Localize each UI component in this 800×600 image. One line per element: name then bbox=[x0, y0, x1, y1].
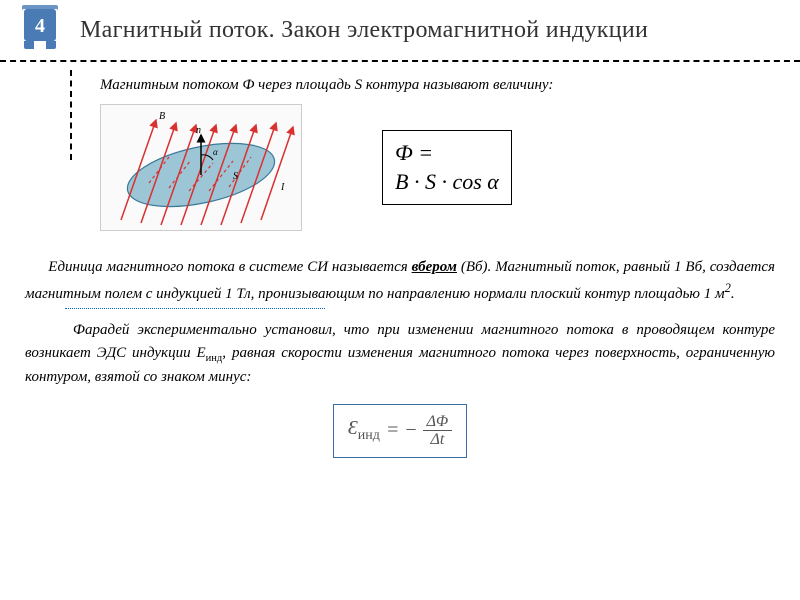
svg-text:S: S bbox=[233, 171, 238, 182]
left-dash-rule bbox=[70, 70, 72, 160]
faraday-paragraph: Фарадей экспериментально установил, что … bbox=[25, 319, 775, 389]
flux-diagram: B n α S I bbox=[100, 104, 302, 231]
svg-text:I: I bbox=[280, 182, 285, 193]
dotted-underline bbox=[65, 307, 325, 309]
svg-text:n: n bbox=[196, 125, 201, 136]
formula-line1: Ф = bbox=[395, 139, 499, 168]
svg-text:4: 4 bbox=[35, 15, 45, 37]
unit-paragraph: Единица магнитного потока в системе СИ н… bbox=[25, 256, 775, 309]
unit-name: вбером bbox=[412, 259, 457, 275]
formula-line2: B · S · cos α bbox=[395, 168, 499, 197]
page-title: Магнитный поток. Закон электромагнитной … bbox=[80, 17, 648, 44]
definition-intro: Магнитным потоком Ф через площадь S конт… bbox=[100, 77, 800, 94]
flux-formula: Ф = B · S · cos α bbox=[382, 130, 512, 205]
svg-text:B: B bbox=[159, 111, 165, 122]
section-badge: 4 bbox=[20, 5, 60, 50]
header-divider bbox=[0, 60, 800, 62]
svg-text:α: α bbox=[213, 147, 218, 157]
emf-formula: Ɛинд = − ΔΦ Δt bbox=[333, 404, 467, 458]
